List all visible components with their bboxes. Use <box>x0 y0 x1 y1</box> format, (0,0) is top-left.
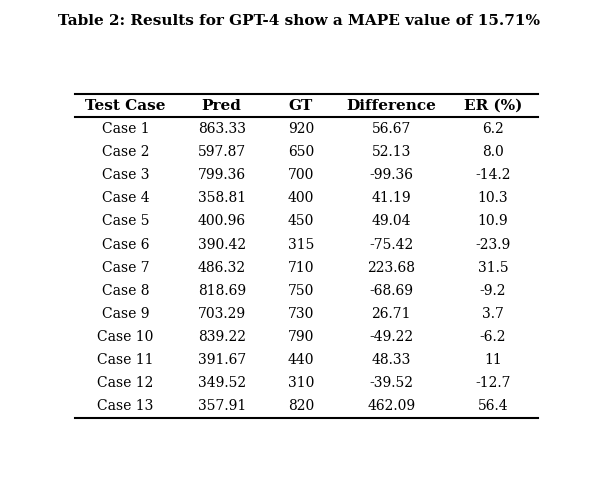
Text: Table 2: Results for GPT-4 show a MAPE value of 15.71%: Table 2: Results for GPT-4 show a MAPE v… <box>58 14 540 28</box>
